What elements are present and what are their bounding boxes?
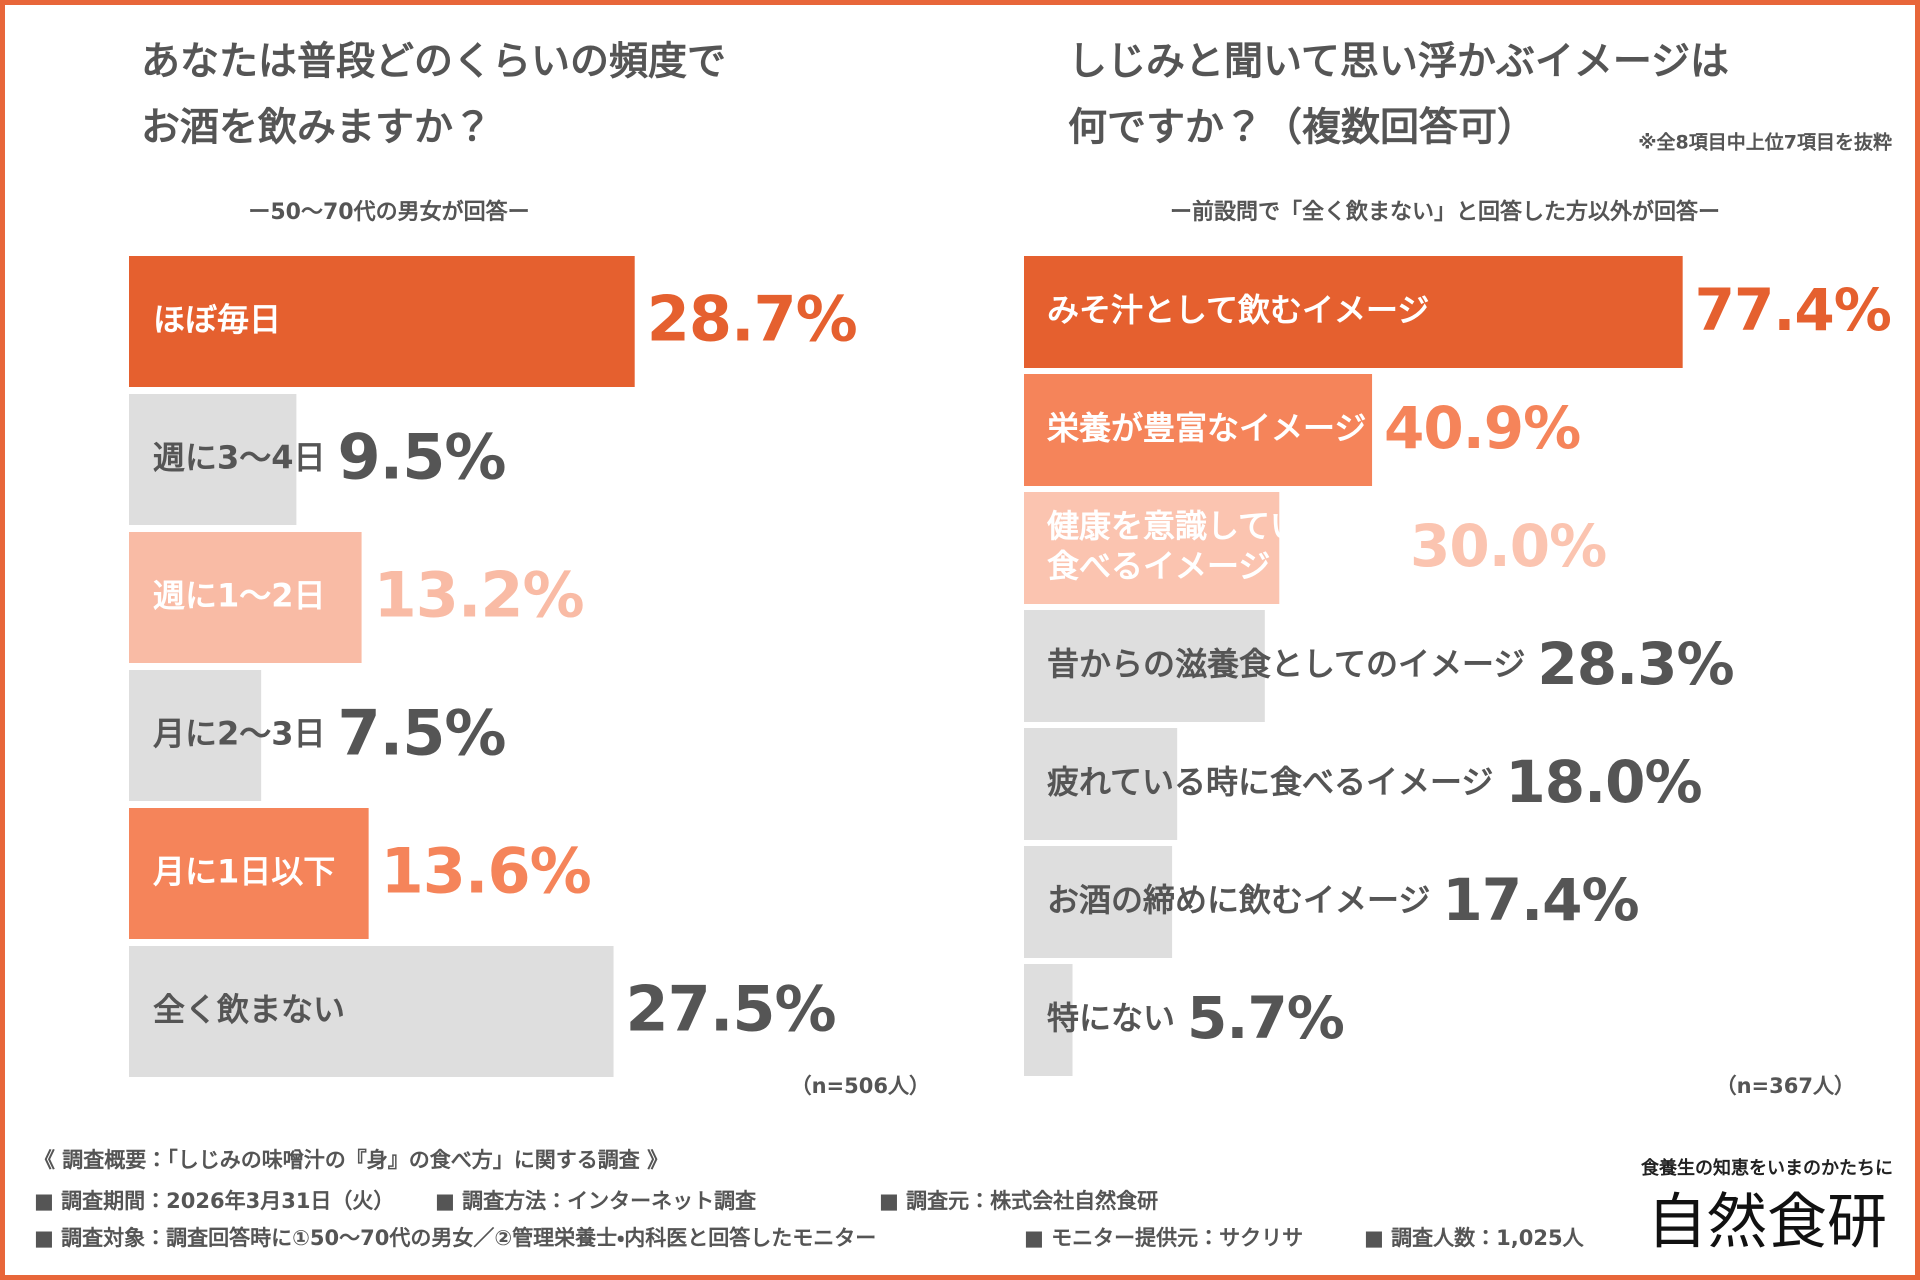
category-label: お酒の締めに飲むイメージ — [1047, 881, 1430, 919]
sample-size: （n=367人） — [1716, 1074, 1855, 1098]
chart-title: 何ですか？（複数回答可） — [1068, 106, 1536, 151]
bar — [129, 532, 362, 663]
sample-size: （n=506人） — [791, 1074, 930, 1098]
bar — [129, 670, 262, 801]
value-label: 5.7% — [1187, 984, 1344, 1052]
category-label: ほぼ毎日 — [153, 301, 281, 339]
category-label: 特にない — [1047, 999, 1175, 1037]
footer-item: ■ 調査対象：調査回答時に①50〜70代の男女／②管理栄養士・内科医と回答したモ… — [34, 1226, 876, 1250]
bar — [1024, 374, 1373, 486]
footer-heading: 《 調査概要：「しじみの味噌汁の『身』の食べ方」に関する調査 》 — [34, 1148, 668, 1172]
category-label: 健康を意識している人が食べるイメージ — [1047, 507, 1398, 585]
value-label: 77.4% — [1695, 276, 1891, 344]
footer-item: ■ 調査方法：インターネット調査 — [435, 1189, 756, 1213]
chart-title: あなたは普段どのくらいの頻度で — [141, 40, 726, 85]
bar — [1024, 256, 1683, 368]
value-label: 30.0% — [1410, 512, 1606, 580]
chart-subtitle: ー前設問で「全く飲まない」と回答した方以外が回答ー — [1170, 199, 1720, 225]
chart-title: しじみと聞いて思い浮かぶイメージは — [1068, 40, 1729, 85]
value-label: 13.2% — [374, 559, 584, 632]
footer-item: ■ 調査元：株式会社自然食研 — [879, 1189, 1158, 1213]
footer-item: ■ 調査期間：2026年3月31日（火） — [34, 1189, 394, 1213]
value-label: 28.7% — [647, 283, 857, 356]
value-label: 7.5% — [338, 697, 506, 770]
category-label: 疲れている時に食べるイメージ — [1047, 763, 1493, 801]
category-label: みそ汁として飲むイメージ — [1047, 291, 1429, 329]
value-label: 27.5% — [626, 973, 836, 1046]
value-label: 40.9% — [1384, 394, 1580, 462]
chart-subtitle: ー50〜70代の男女が回答ー — [248, 199, 529, 225]
footer-item: ■ モニター提供元：サクリサ — [1024, 1226, 1303, 1250]
bar — [1024, 728, 1178, 840]
value-label: 13.6% — [381, 835, 591, 908]
category-label: 昔からの滋養食としてのイメージ — [1047, 645, 1525, 683]
category-label: 月に2〜3日 — [153, 715, 326, 753]
brand-tagline: 食養生の知恵をいまのかたちに — [1641, 1157, 1893, 1179]
bar — [1024, 964, 1073, 1076]
bar — [129, 808, 369, 939]
bar — [1024, 846, 1173, 958]
bar — [1024, 492, 1280, 604]
brand-name: 自然食研 — [1647, 1188, 1887, 1258]
bar — [129, 946, 614, 1077]
category-label: 週に3〜4日 — [153, 439, 326, 477]
value-label: 17.4% — [1442, 866, 1638, 934]
chart-title: お酒を飲みますか？ — [141, 106, 492, 151]
chart-note: ※全8項目中上位7項目を抜粋 — [1638, 131, 1892, 154]
value-label: 9.5% — [338, 421, 506, 494]
value-label: 28.3% — [1537, 630, 1733, 698]
category-label: 栄養が豊富なイメージ — [1047, 409, 1366, 447]
category-label: 月に1日以下 — [153, 853, 335, 891]
bar — [129, 394, 297, 525]
bar — [129, 256, 635, 387]
bar — [1024, 610, 1265, 722]
category-label: 全く飲まない — [153, 991, 345, 1029]
category-label: 週に1〜2日 — [153, 577, 326, 615]
value-label: 18.0% — [1505, 748, 1701, 816]
footer-item: ■ 調査人数：1,025人 — [1364, 1226, 1585, 1250]
